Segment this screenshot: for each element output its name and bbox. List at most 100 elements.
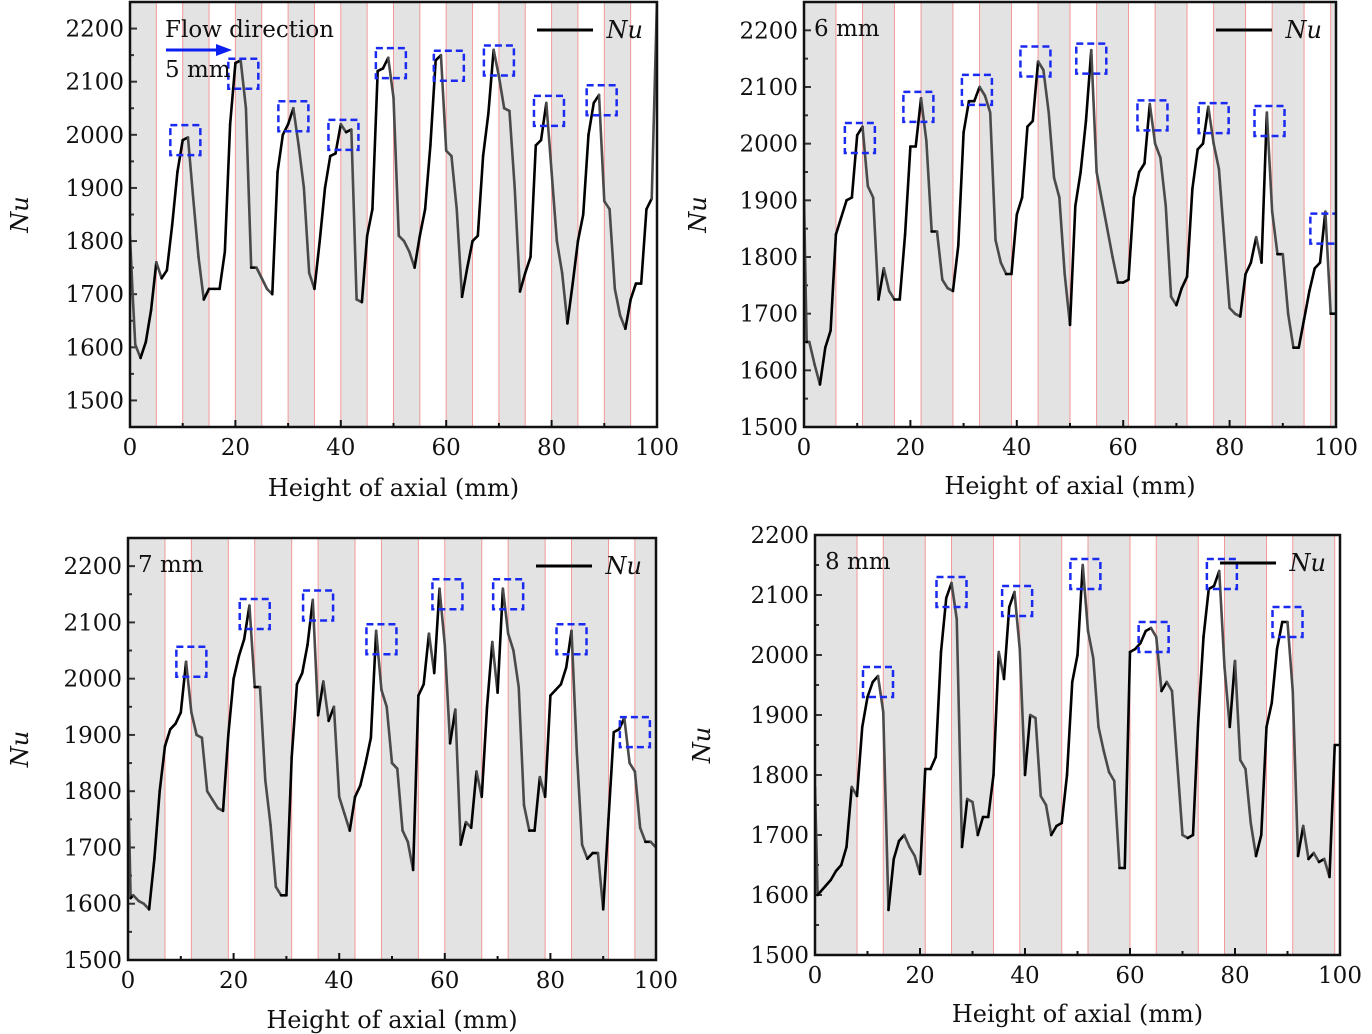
nu-line-segment [1312,851,1321,864]
nu-line-segment [402,239,411,253]
x-tick-label: 0 [121,968,136,994]
nu-line-segment [994,238,1003,264]
x-tick-label: 0 [123,435,138,461]
x-tick-label: 100 [635,435,679,461]
nu-line-segment [1018,647,1027,777]
nu-line-segment [955,617,964,849]
nu-line-segment [258,685,267,782]
nu-line-segment [1060,773,1069,825]
nu-line-segment [155,261,163,280]
nu-line-segment [855,725,864,798]
nu-line-segment [818,884,827,894]
nu-line-segment [276,133,285,174]
nu-line-segment [423,144,432,211]
peak-highlight-box [960,73,994,107]
nu-line-segment [1047,111,1056,179]
y-tick-label: 2100 [63,610,122,636]
nu-line-segment [1238,272,1247,318]
plot-frame [802,0,1338,429]
peak-highlight-box [1075,42,1108,75]
shaded-band [951,535,994,955]
nu-line-segment [365,207,374,238]
peak-highlight-box [169,123,202,157]
legend-label: Nu [606,16,643,44]
x-tick-label: 80 [537,435,566,461]
x-axis-title: Height of axial (mm) [266,1006,517,1034]
nu-line-segment [170,170,179,227]
nu-line-segment [353,784,362,799]
shaded-band [1224,535,1267,955]
gap-size-annotation: 6 mm [814,16,880,42]
nu-line-segment [608,207,617,291]
peak-highlight-box [585,84,618,117]
shaded-band [1156,535,1199,955]
nu-line-segment [487,48,495,115]
nu-line-segment [1328,743,1337,879]
nu-line-segment [1265,701,1274,729]
nu-line-segment [1302,289,1311,321]
nu-line-segment [184,660,193,714]
x-tick-label: 60 [432,435,461,461]
nu-line-segment [1270,647,1279,705]
peak-highlight-box [843,121,877,155]
flow-direction-label: Flow direction [165,17,334,43]
nu-line-segment [1100,199,1109,230]
chart-panel-top-right: 1500 1600 1700 1800 1900 2000 2100 2200 0 20 40 60 8… [684,0,1358,500]
y-axis-title: Nu [6,196,34,233]
peak-highlight-box [301,589,335,622]
nu-line-segment [1015,196,1024,216]
nu-line-segment [1137,162,1146,174]
nu-line-segment [892,839,901,861]
nu-line-segment [149,261,158,312]
nu-line-segment [481,112,490,158]
plot-frame [128,0,659,429]
nu-line-segment [144,308,153,344]
y-tick-label: 2100 [750,583,809,609]
nu-line-segment [1127,196,1136,281]
nu-line-segment [850,133,859,199]
nu-line-segment [1191,148,1199,191]
nu-line-segment [1095,170,1104,202]
nu-line-segment [1143,102,1152,165]
nu-line-segment [508,109,517,190]
nu-line-segment [190,711,198,737]
nu-line-segment [566,282,574,325]
y-tick-label: 1500 [739,415,798,441]
nu-line-segment [522,803,531,832]
nu-line-segment [543,694,552,799]
nu-line-segment [186,136,195,200]
nu-line-segment [1058,196,1066,276]
peak-highlight-box [1000,584,1034,618]
shaded-band [1213,2,1246,427]
nu-line-segment [1191,719,1200,837]
nu-line-segment [813,363,822,386]
y-tick-label: 1700 [739,302,798,328]
y-tick-label: 1500 [750,943,809,969]
nu-line-segment [374,629,383,692]
peak-highlight-box [1197,101,1230,135]
nu-line-segment [613,287,622,317]
nu-line-segment [1244,261,1253,276]
peak-highlight-box [1271,605,1304,639]
x-tick-label: 100 [634,968,678,994]
shaded-band [1088,535,1130,955]
nu-line-segment [491,640,499,695]
nu-line-segment [972,85,981,103]
x-tick-label: 60 [430,968,459,994]
nu-line-segment [523,255,532,275]
y-tick-label: 1500 [63,948,122,974]
nu-line-segment [839,845,848,867]
nu-line-segment [823,329,832,349]
shaded-band [862,2,895,427]
nu-line-segment [1034,716,1043,798]
nu-line-segment [1002,605,1011,681]
nu-line-segment [887,289,896,301]
nu-line-segment [1052,176,1061,199]
nu-line-segment [313,239,322,291]
nu-line-segment [829,233,838,332]
nu-line-segment [1076,563,1085,657]
nu-line-segment [1164,204,1173,298]
gap-size-annotation: 8 mm [825,549,891,575]
nu-line-segment [1068,204,1077,327]
nu-line-segment [882,267,891,293]
